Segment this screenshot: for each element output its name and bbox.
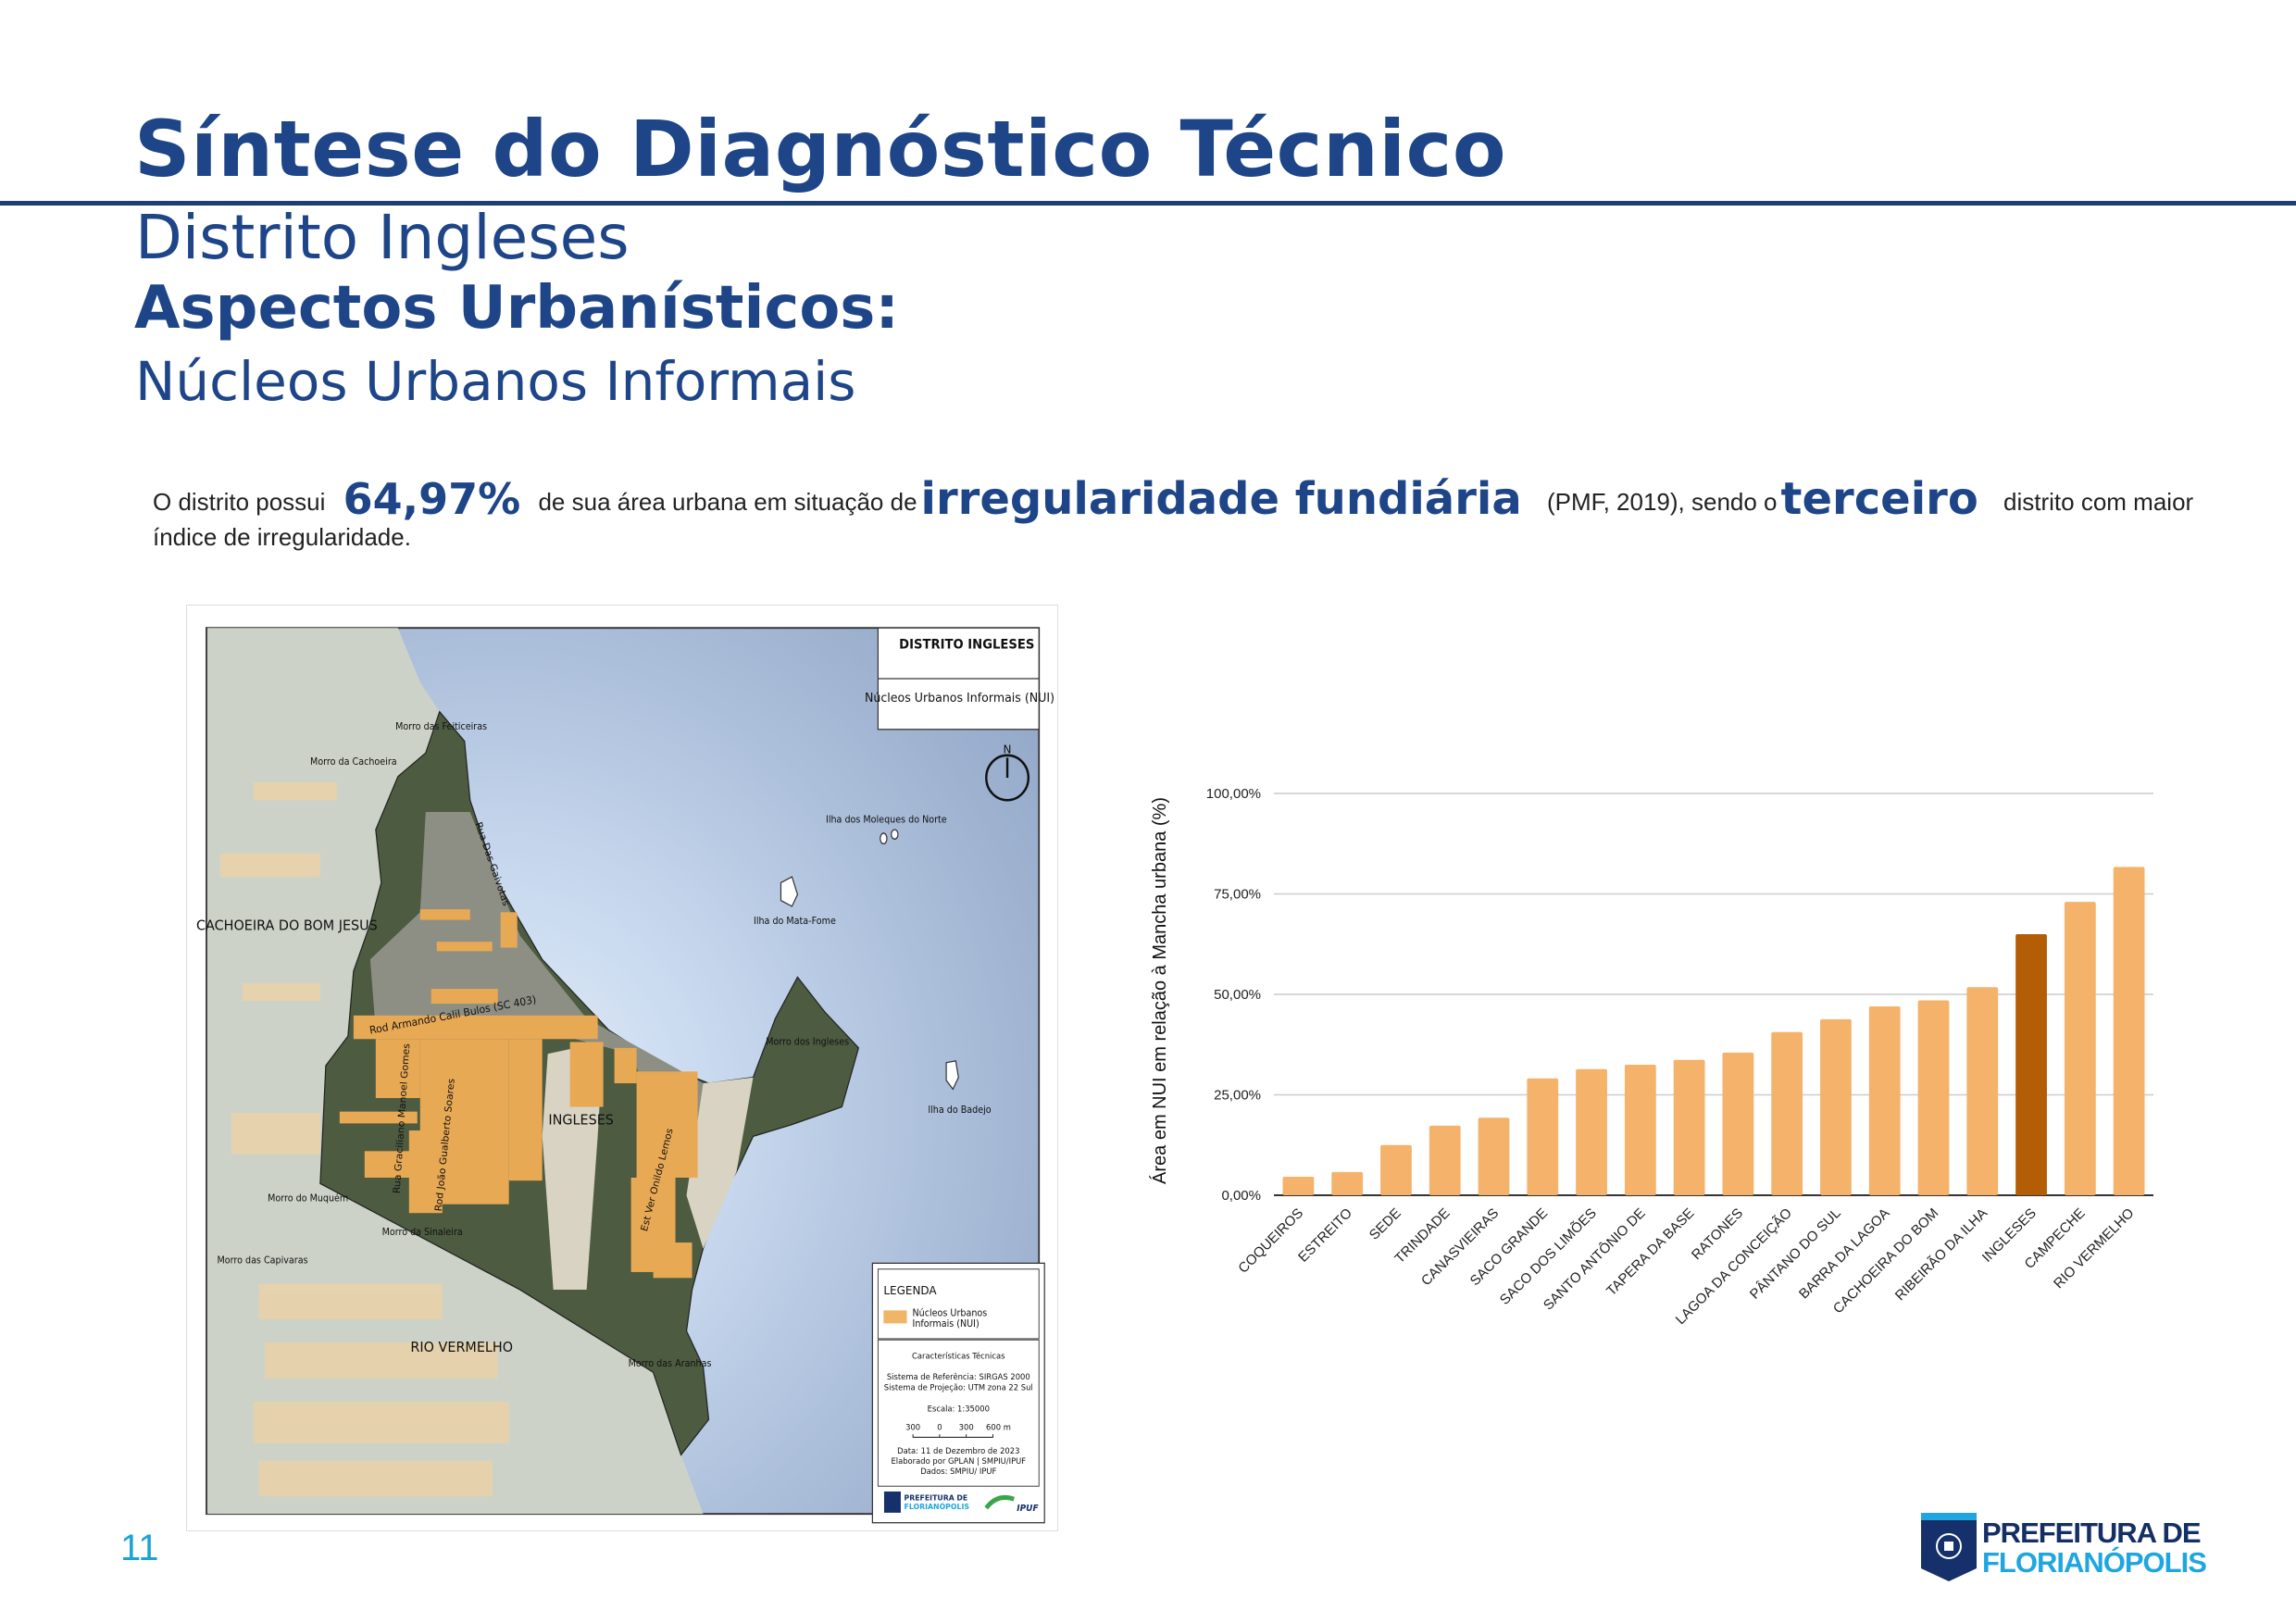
scale-bar: [912, 1434, 993, 1438]
label-morro-aranhas: Morro das Aranhas: [629, 1359, 712, 1369]
district-map: DISTRITO INGLESES Núcleos Urbanos Inform…: [186, 605, 1058, 1531]
bar-ratones: [1722, 1052, 1754, 1195]
page-title: Síntese do Diagnóstico Técnico: [134, 104, 1507, 194]
percentage-highlight: 64,97%: [343, 474, 521, 524]
legend-date: Data: 11 de Dezembro de 2023: [897, 1447, 1019, 1456]
bar-tapera-da-base: [1673, 1059, 1705, 1195]
title-divider: [0, 201, 2296, 206]
x-tick-label: TAPERA DA BASE: [1603, 1205, 1697, 1299]
bar-saco-grande: [1527, 1078, 1559, 1195]
rank-highlight: terceiro: [1780, 473, 1978, 525]
map-subtitle: Núcleos Urbanos Informais (NUI): [865, 692, 1054, 705]
bar-canasvieiras: [1478, 1117, 1510, 1195]
map-title: DISTRITO INGLESES: [899, 637, 1034, 652]
scale-tick: 300: [959, 1423, 974, 1432]
label-ilha-badejo: Ilha do Badejo: [928, 1105, 991, 1116]
legend-logo-line1: PREFEITURA DE: [905, 1493, 968, 1502]
text: distrito com maior índice de irregularid…: [153, 488, 2194, 551]
label-ilha-moleques: Ilha dos Moleques do Norte: [826, 815, 947, 825]
crest-icon: [883, 1491, 901, 1513]
logo-line1: PREFEITURA DE: [1982, 1517, 2202, 1549]
bar-ribeirão-da-ilha: [1966, 987, 1999, 1195]
beach: [686, 1077, 754, 1249]
label-morro-capivaras: Morro das Capivaras: [217, 1255, 307, 1266]
label-cachoeira-do-bom-jesus: CACHOEIRA DO BOM JESUS: [196, 918, 378, 934]
chart-grid: 0,00% 25,00% 50,00% 75,00% 100,00%: [1206, 786, 2153, 1204]
bar-campeche: [2064, 902, 2096, 1195]
scale-tick: 600 m: [986, 1423, 1011, 1432]
y-tick-label: 0,00%: [1221, 1188, 1261, 1204]
scale-tick: 0: [937, 1423, 942, 1432]
x-tick-label: BARRA DA LAGOA: [1796, 1205, 1893, 1303]
north-arrow-icon: [985, 754, 1030, 802]
y-tick-label: 100,00%: [1206, 786, 1261, 802]
text: de sua área urbana em situação de: [538, 488, 917, 516]
label-morro-ingleses: Morro dos Ingleses: [766, 1037, 849, 1047]
bar-lagoa-da-conceição: [1771, 1031, 1803, 1195]
y-tick-label: 75,00%: [1214, 887, 1261, 903]
map-legend: LEGENDA Núcleos Urbanos Informais (NUI) …: [871, 1262, 1045, 1524]
label-morro-muquem: Morro do Muquém: [268, 1192, 348, 1204]
ipuf-logo-text: IPUF: [1017, 1504, 1039, 1514]
label-morro-feiticeiras: Morro das Feiticeiras: [395, 722, 487, 732]
nui-bar-chart: 0,00% 25,00% 50,00% 75,00% 100,00% COQUEIROS…: [1149, 786, 2153, 1328]
islands: [780, 829, 959, 1091]
text: O distrito possui: [153, 488, 326, 516]
x-tick-label: SEDE: [1366, 1205, 1404, 1243]
y-tick-label: 50,00%: [1214, 987, 1261, 1003]
chart-bars: [1282, 867, 2145, 1195]
y-tick-label: 25,00%: [1214, 1088, 1261, 1104]
bar-estreito: [1331, 1171, 1364, 1195]
bar-ingleses: [2015, 934, 2047, 1195]
scale-tick: 300: [905, 1423, 920, 1432]
legend-logo-line2: FLORIANÓPOLIS: [905, 1501, 970, 1511]
page-number: 11: [120, 1528, 159, 1568]
subsection-heading: Núcleos Urbanos Informais: [135, 350, 856, 413]
bar-sede: [1380, 1144, 1412, 1195]
legend-scale: Escala: 1:35000: [928, 1405, 990, 1414]
legend-swatch: [883, 1310, 907, 1324]
legend-source: Dados: SMPIU/ IPUF: [920, 1467, 996, 1477]
legend-projection: Sistema de Projeção: UTM zona 22 Sul: [884, 1383, 1033, 1392]
x-tick-label: RIBEIRÃO DA ILHA: [1892, 1205, 1990, 1304]
bar-saco-dos-limões: [1576, 1068, 1607, 1195]
faded-nui-areas: [219, 782, 509, 1497]
x-tick-label: PÂNTANO DO SUL: [1747, 1205, 1844, 1303]
legend-tech-title: Características Técnicas: [912, 1351, 1005, 1361]
section-heading: Aspectos Urbanísticos:: [134, 274, 899, 343]
logo-line2: FLORIANÓPOLIS: [1982, 1546, 2207, 1579]
bar-cachoeira-do-bom: [1917, 1000, 1950, 1195]
bar-pântano-do-sul: [1820, 1018, 1852, 1195]
label-morro-cachoeira: Morro da Cachoeira: [310, 757, 397, 768]
x-tick-label: SACO DOS LIMÕES: [1497, 1205, 1600, 1308]
ipuf-logo-icon: [984, 1494, 1015, 1510]
city-crest-icon: [1921, 1513, 1977, 1581]
label-ingleses: INGLESES: [548, 1112, 614, 1129]
bar-coqueiros: [1282, 1177, 1315, 1195]
bar-barra-da-lagoa: [1868, 1006, 1901, 1195]
label-ilha-mata-fome: Ilha do Mata-Fome: [754, 917, 836, 927]
label-rio-vermelho: RIO VERMELHO: [410, 1340, 513, 1356]
text: (PMF, 2019), sendo o: [1546, 488, 1778, 516]
legend-author: Elaborado por GPLAN | SMPIU/IPUF: [891, 1457, 1026, 1467]
legend-item-cont: Informais (NUI): [913, 1319, 980, 1330]
x-tick-label: COQUEIROS: [1235, 1205, 1306, 1277]
urban-area: [369, 811, 704, 1137]
legend-item: Núcleos Urbanos: [913, 1307, 988, 1318]
bar-santo-antônio-de: [1624, 1064, 1656, 1195]
y-axis-label: Área em NUI em relação à Mancha urbana (…: [1149, 797, 1170, 1184]
district-subtitle: Distrito Ingleses: [135, 202, 630, 273]
irregularity-highlight: irregularidade fundiária: [920, 473, 1522, 525]
nui-areas: [339, 909, 698, 1279]
label-morro-sinaleira: Morro da Sinaleira: [382, 1228, 463, 1238]
prefeitura-logo: PREFEITURA DE FLORIANÓPOLIS: [1921, 1511, 2207, 1583]
bar-trindade: [1429, 1125, 1461, 1195]
legend-title: LEGENDA: [883, 1284, 937, 1297]
summary-paragraph: O distrito possui 64,97% de sua área urb…: [153, 477, 2227, 555]
bar-rio-vermelho: [2113, 867, 2145, 1195]
north-label: N: [1004, 743, 1012, 755]
legend-reference: Sistema de Referência: SIRGAS 2000: [887, 1372, 1030, 1382]
